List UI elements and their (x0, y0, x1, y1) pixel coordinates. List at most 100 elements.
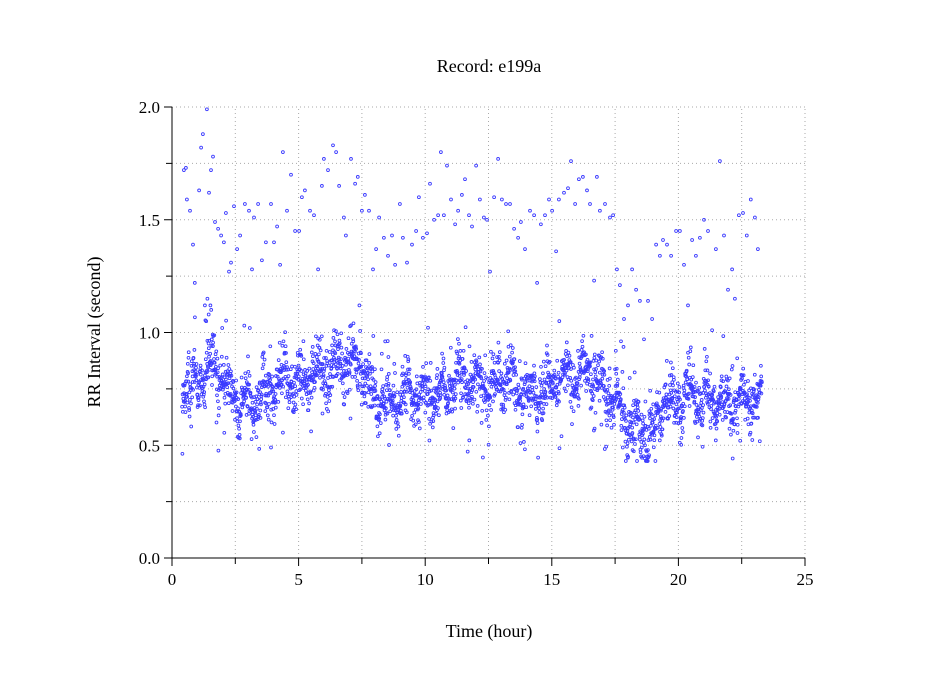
data-point (408, 384, 413, 389)
data-point (460, 357, 465, 361)
data-point (189, 401, 193, 406)
data-point (531, 390, 536, 395)
data-point (244, 395, 249, 400)
data-point (634, 422, 639, 427)
data-point (373, 384, 377, 388)
data-point (475, 409, 480, 414)
data-point (711, 397, 715, 402)
data-point (747, 395, 751, 400)
data-point (482, 400, 487, 404)
data-point (466, 382, 471, 386)
data-point (257, 380, 262, 385)
data-point (555, 358, 560, 363)
data-point (204, 319, 209, 324)
data-point (293, 364, 297, 369)
data-point (225, 369, 230, 374)
data-point (377, 431, 382, 436)
data-point (669, 391, 674, 395)
data-point (752, 372, 757, 377)
data-point (639, 412, 644, 417)
data-point (223, 401, 228, 406)
data-point (408, 388, 413, 393)
data-point (279, 370, 283, 374)
data-point (395, 421, 400, 425)
data-point (690, 238, 694, 242)
data-point (435, 399, 440, 404)
data-point (366, 404, 371, 409)
data-point (259, 392, 264, 397)
data-point (321, 373, 326, 378)
data-point (497, 354, 501, 359)
data-point (723, 389, 728, 394)
data-point (657, 438, 662, 443)
data-point (207, 354, 211, 359)
data-point (394, 418, 399, 422)
data-point (258, 416, 263, 420)
data-point (678, 229, 682, 233)
data-point (528, 390, 532, 395)
data-point (646, 299, 650, 303)
data-point (665, 242, 669, 247)
data-point (429, 419, 434, 424)
data-point (221, 385, 226, 390)
data-point (245, 388, 249, 392)
data-point (571, 409, 576, 414)
data-point (323, 391, 328, 396)
data-point (311, 354, 315, 359)
data-point (390, 233, 394, 238)
data-point (351, 321, 356, 326)
data-point (289, 172, 293, 177)
data-point (399, 408, 403, 413)
data-point (568, 399, 573, 404)
data-point (202, 399, 206, 404)
data-point (373, 380, 378, 384)
axes (164, 106, 806, 566)
data-point (728, 403, 733, 408)
data-point (543, 213, 547, 218)
data-point (418, 383, 423, 388)
data-point (674, 229, 678, 233)
data-point (385, 375, 390, 379)
data-point (417, 195, 421, 200)
data-point (406, 359, 411, 364)
data-point (706, 229, 710, 233)
data-point (627, 376, 632, 380)
data-point (560, 375, 565, 380)
data-point (296, 374, 301, 379)
data-point (284, 360, 289, 365)
data-point (333, 351, 338, 356)
data-point (502, 379, 506, 384)
data-point (342, 395, 347, 399)
data-point (206, 346, 211, 351)
data-point (438, 393, 443, 397)
data-point (651, 402, 656, 407)
data-point (737, 213, 741, 218)
data-point (651, 445, 656, 450)
data-point (679, 442, 684, 447)
data-point (556, 389, 561, 394)
data-point (393, 371, 397, 375)
data-point (185, 374, 189, 379)
data-point (360, 376, 365, 381)
data-point (404, 389, 409, 394)
data-point (496, 389, 501, 394)
data-point (198, 403, 202, 408)
data-point (590, 398, 595, 403)
data-point (541, 411, 546, 415)
data-point (252, 418, 257, 423)
data-point (584, 352, 588, 357)
data-point (235, 416, 239, 421)
data-point (545, 343, 549, 348)
data-point (523, 361, 528, 366)
data-point (358, 382, 362, 386)
data-point (182, 383, 187, 388)
data-point (574, 375, 578, 380)
data-point (581, 175, 585, 179)
data-point (410, 413, 414, 418)
data-point (751, 389, 756, 394)
data-point (642, 337, 646, 342)
data-point (613, 348, 618, 353)
data-point (261, 362, 266, 367)
data-point (231, 386, 236, 391)
data-point (730, 456, 735, 461)
